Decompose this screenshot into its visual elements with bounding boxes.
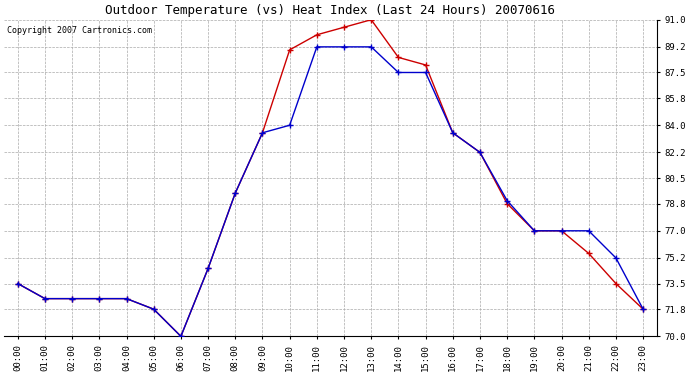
Title: Outdoor Temperature (vs) Heat Index (Last 24 Hours) 20070616: Outdoor Temperature (vs) Heat Index (Las… — [106, 4, 555, 17]
Text: Copyright 2007 Cartronics.com: Copyright 2007 Cartronics.com — [8, 26, 152, 35]
